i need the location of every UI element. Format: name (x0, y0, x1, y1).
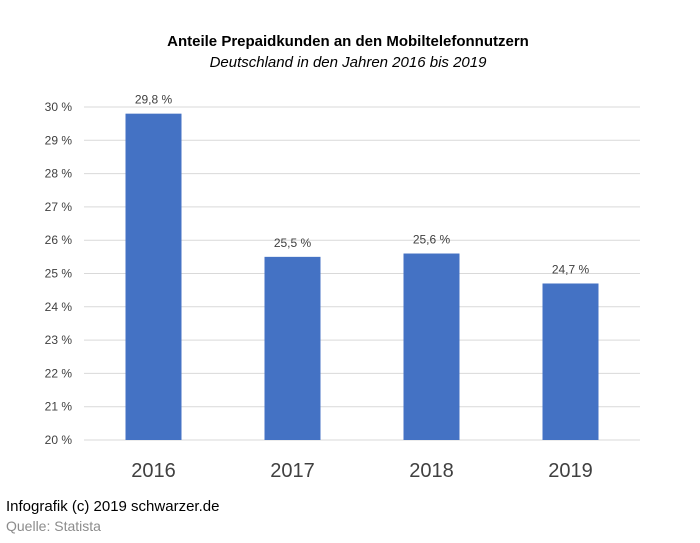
source-text: Quelle: Statista (6, 518, 101, 534)
bar-2016 (125, 113, 182, 440)
chart-title: Anteile Prepaidkunden an den Mobiltelefo… (167, 33, 529, 50)
y-tick-label: 22 % (45, 366, 73, 380)
y-tick-label: 28 % (45, 167, 73, 181)
y-tick-label: 20 % (45, 433, 73, 447)
bar-2018 (403, 253, 460, 440)
y-tick-label: 29 % (45, 133, 73, 147)
y-axis-ticks: 20 % 21 % 22 % 23 % 24 % 25 % 26 % 27 % 28 % 29 %… (45, 100, 73, 447)
bar-2017 (264, 256, 321, 440)
x-tick-label-2016: 2016 (131, 460, 176, 482)
y-tick-label: 24 % (45, 300, 73, 314)
y-tick-label: 26 % (45, 233, 73, 247)
chart-subtitle: Deutschland in den Jahren 2016 bis 2019 (210, 54, 488, 71)
y-tick-label: 21 % (45, 400, 73, 414)
y-tick-label: 23 % (45, 333, 73, 347)
x-tick-label-2019: 2019 (548, 460, 593, 482)
bars (125, 113, 599, 440)
x-tick-label-2018: 2018 (409, 460, 454, 482)
bar-2019 (542, 283, 599, 440)
data-label-2016: 29,8 % (135, 93, 173, 107)
y-tick-label: 27 % (45, 200, 73, 214)
data-label-2018: 25,6 % (413, 233, 451, 247)
data-labels: 29,8 % 25,5 % 25,6 % 24,7 % (135, 93, 590, 277)
data-label-2017: 25,5 % (274, 236, 312, 250)
data-label-2019: 24,7 % (552, 262, 590, 276)
y-tick-label: 30 % (45, 100, 73, 114)
y-tick-label: 25 % (45, 267, 73, 281)
x-axis-ticks: 2016 2017 2018 2019 (131, 460, 593, 482)
credit-text: Infografik (c) 2019 schwarzer.de (6, 498, 220, 515)
x-tick-label-2017: 2017 (270, 460, 315, 482)
